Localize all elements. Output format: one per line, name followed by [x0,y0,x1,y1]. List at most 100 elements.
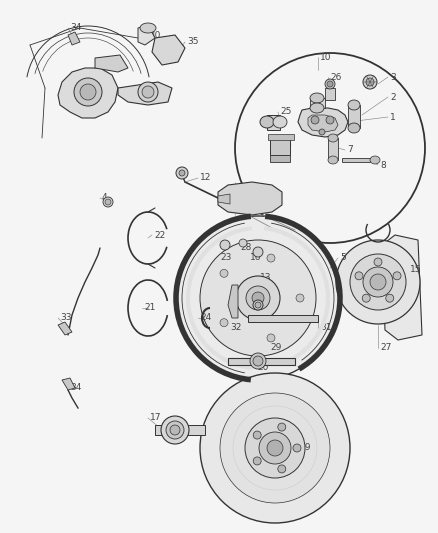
Circle shape [350,254,406,310]
Polygon shape [248,315,318,322]
Polygon shape [58,68,118,118]
Circle shape [278,423,286,431]
Polygon shape [270,138,290,155]
Circle shape [374,258,382,266]
Text: 10: 10 [320,52,332,61]
Circle shape [176,167,188,179]
Circle shape [267,334,275,342]
Circle shape [325,79,335,89]
Ellipse shape [370,156,380,164]
Circle shape [362,294,370,302]
Text: 26: 26 [330,72,341,82]
Circle shape [236,276,280,320]
Circle shape [326,116,334,124]
Circle shape [80,84,96,100]
Ellipse shape [260,116,274,128]
Ellipse shape [348,100,360,110]
Polygon shape [308,115,338,132]
Circle shape [220,240,230,250]
Circle shape [355,272,363,280]
Circle shape [296,294,304,302]
Text: 34: 34 [70,23,81,33]
Circle shape [235,53,425,243]
Ellipse shape [140,23,156,33]
Circle shape [253,431,261,439]
Polygon shape [62,378,75,390]
Circle shape [370,274,386,290]
Ellipse shape [328,156,338,164]
Text: 15: 15 [410,265,421,274]
Circle shape [220,269,228,277]
Text: 22: 22 [154,230,165,239]
Circle shape [246,286,270,310]
Polygon shape [138,25,155,45]
Text: 34: 34 [70,384,81,392]
Text: 14: 14 [370,271,381,279]
Polygon shape [228,285,238,318]
Text: 20: 20 [257,364,268,373]
Text: 9: 9 [285,141,291,149]
Circle shape [386,294,394,302]
Circle shape [259,432,291,464]
Polygon shape [268,134,294,140]
Text: 5: 5 [340,254,346,262]
Polygon shape [218,194,230,204]
Text: 32: 32 [230,324,241,333]
Polygon shape [155,425,205,435]
Ellipse shape [273,116,287,128]
Text: 28: 28 [240,244,251,253]
Text: 35: 35 [187,37,198,46]
Polygon shape [270,155,290,162]
Circle shape [253,300,263,310]
Polygon shape [95,55,128,72]
Text: 2: 2 [390,93,396,101]
Polygon shape [342,158,370,162]
Circle shape [245,418,305,478]
Ellipse shape [348,123,360,133]
Text: 13: 13 [260,273,272,282]
Ellipse shape [310,103,324,113]
Ellipse shape [310,93,324,103]
Polygon shape [152,35,185,65]
Text: 17: 17 [150,414,162,423]
Polygon shape [218,182,282,215]
Circle shape [176,216,340,380]
Circle shape [255,302,261,308]
Circle shape [179,170,185,176]
Text: 29: 29 [270,343,281,352]
Circle shape [363,267,393,297]
Polygon shape [310,98,325,108]
Text: 6: 6 [360,280,366,289]
Polygon shape [298,108,348,137]
Circle shape [142,86,154,98]
Text: 3: 3 [390,72,396,82]
Text: 4: 4 [102,193,108,203]
Circle shape [170,425,180,435]
Polygon shape [228,358,295,365]
Text: 40: 40 [150,30,161,39]
Polygon shape [325,88,335,100]
Circle shape [252,292,264,304]
Circle shape [253,457,261,465]
Text: 24: 24 [200,313,211,322]
Circle shape [103,197,113,207]
Circle shape [319,129,325,135]
Circle shape [200,240,316,356]
Text: 7: 7 [347,146,353,155]
Polygon shape [68,32,80,45]
Text: 16: 16 [250,254,261,262]
Circle shape [366,78,374,86]
Circle shape [278,465,286,473]
Circle shape [161,416,189,444]
Circle shape [253,356,263,366]
Circle shape [138,82,158,102]
Text: 8: 8 [380,160,386,169]
Polygon shape [118,82,172,105]
Text: 25: 25 [280,108,291,117]
Circle shape [250,353,266,369]
Circle shape [239,239,247,247]
Circle shape [253,247,263,257]
Polygon shape [58,322,72,335]
Circle shape [267,254,275,262]
Circle shape [74,78,102,106]
